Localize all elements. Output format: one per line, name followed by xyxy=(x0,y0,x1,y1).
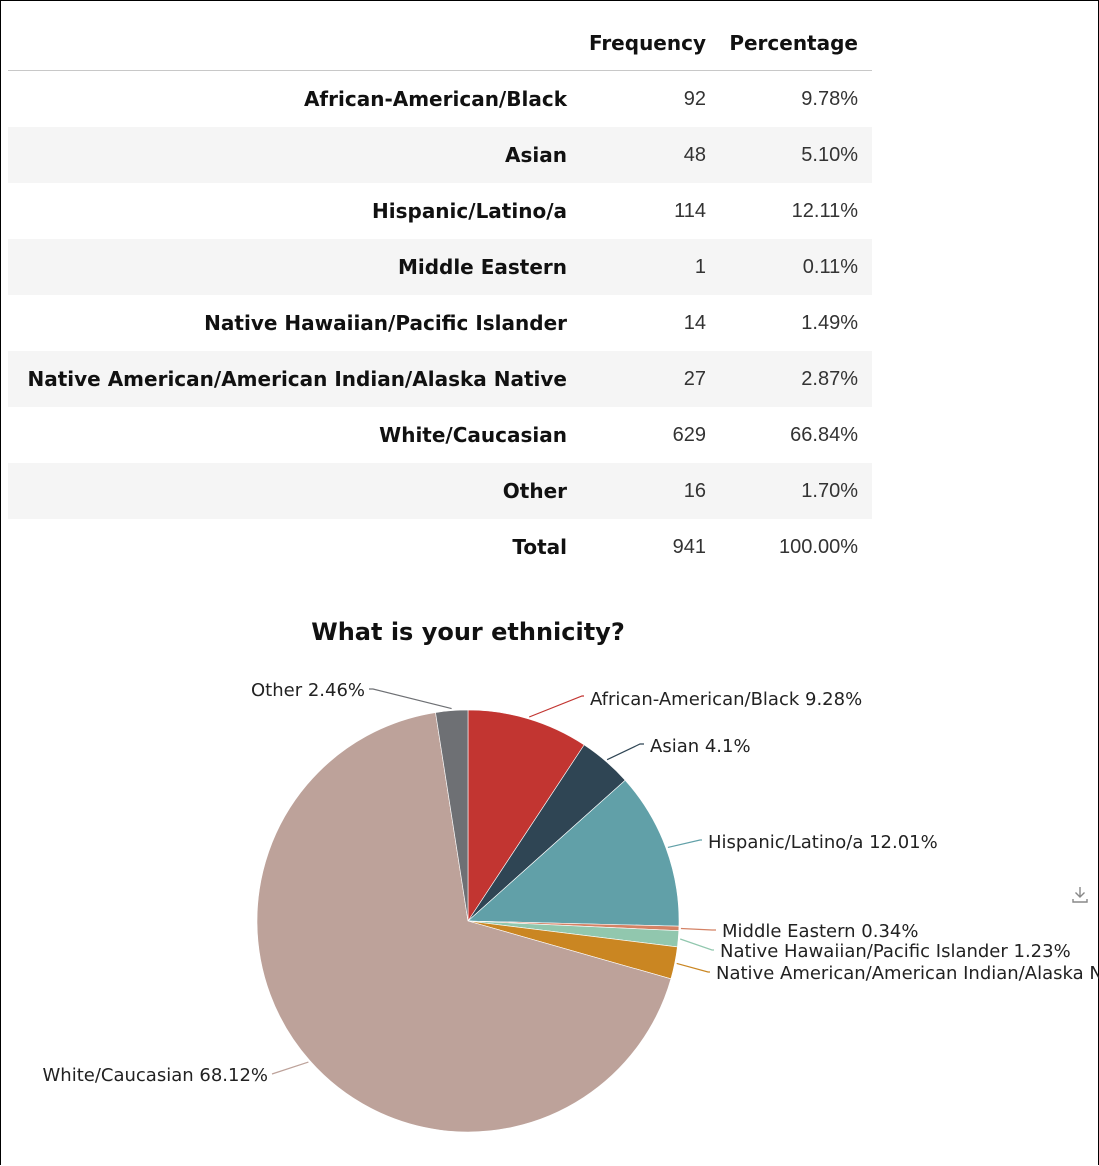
slice-label: Other 2.46% xyxy=(251,680,365,701)
table-row: Asian 48 5.10% xyxy=(8,127,872,183)
slice-label: Middle Eastern 0.34% xyxy=(722,921,919,942)
row-frequency: 629 xyxy=(672,423,706,446)
frequency-header: Frequency xyxy=(573,15,720,71)
pie-leader-lines xyxy=(271,688,716,1075)
leader-line xyxy=(606,743,644,761)
slice-label: Native American/American Indian/Alaska N… xyxy=(716,963,1099,984)
leader-line xyxy=(680,938,714,951)
pie-slice[interactable] xyxy=(435,709,469,922)
pie-slices xyxy=(256,709,680,1133)
row-frequency: 14 xyxy=(683,311,706,334)
leader-line xyxy=(369,688,452,710)
pie-slice[interactable] xyxy=(256,712,672,1133)
row-percentage: 9.78% xyxy=(801,87,858,110)
row-frequency: 114 xyxy=(674,199,706,222)
leader-line xyxy=(528,695,584,718)
table-row: Other 16 1.70% xyxy=(8,463,872,519)
table-row: African-American/Black 92 9.78% xyxy=(8,71,872,128)
table-row: Middle Eastern 1 0.11% xyxy=(8,239,872,295)
total-frequency: 941 xyxy=(672,535,706,558)
pie-slice[interactable] xyxy=(467,779,680,927)
row-percentage: 5.10% xyxy=(720,127,872,183)
table-header-row: Frequency Percentage xyxy=(8,15,872,71)
row-percentage: 2.87% xyxy=(720,351,872,407)
row-percentage: 0.11% xyxy=(720,239,872,295)
row-frequency: 16 xyxy=(573,463,720,519)
row-label: Asian xyxy=(8,127,573,183)
row-frequency: 27 xyxy=(573,351,720,407)
leader-line xyxy=(271,1061,309,1075)
slice-label: Native Hawaiian/Pacific Islander 1.23% xyxy=(720,941,1071,962)
table-row: Native American/American Indian/Alaska N… xyxy=(8,351,872,407)
pie-slice[interactable] xyxy=(467,709,585,922)
row-label: White/Caucasian xyxy=(379,423,567,447)
pie-labels: African-American/Black 9.28% Asian 4.1% Hi… xyxy=(42,680,1099,1086)
slice-label: African-American/Black 9.28% xyxy=(590,689,862,710)
row-label: Native American/American Indian/Alaska N… xyxy=(8,351,573,407)
leader-line xyxy=(680,927,716,931)
row-label: African-American/Black xyxy=(303,87,567,111)
table-total-row: Total 941 100.00% xyxy=(8,519,872,575)
row-label: Middle Eastern xyxy=(8,239,573,295)
leader-line xyxy=(667,839,702,848)
table-row: Native Hawaiian/Pacific Islander 14 1.49… xyxy=(8,295,872,351)
table-row: Hispanic/Latino/a 114 12.11% xyxy=(8,183,872,239)
chart-title: What is your ethnicity? xyxy=(311,618,625,646)
row-percentage: 66.84% xyxy=(790,423,858,446)
slice-label: White/Caucasian 68.12% xyxy=(42,1065,268,1086)
category-header xyxy=(8,15,573,71)
row-percentage: 1.70% xyxy=(720,463,872,519)
table-row: White/Caucasian 629 66.84% xyxy=(8,407,872,463)
row-frequency: 48 xyxy=(573,127,720,183)
row-label: Other xyxy=(8,463,573,519)
ethnicity-pie-chart: What is your ethnicity? African-American… xyxy=(42,618,1099,1133)
row-frequency: 92 xyxy=(683,87,706,110)
slice-label: Hispanic/Latino/a 12.01% xyxy=(708,832,938,853)
row-label: Native Hawaiian/Pacific Islander xyxy=(204,311,567,335)
total-label: Total xyxy=(512,535,567,559)
total-percentage: 100.00% xyxy=(779,535,858,558)
percentage-header: Percentage xyxy=(720,15,872,71)
row-label: Hispanic/Latino/a xyxy=(372,199,567,223)
row-percentage: 1.49% xyxy=(801,311,858,334)
row-percentage: 12.11% xyxy=(791,199,858,222)
frequency-table: Frequency Percentage African-American/Bl… xyxy=(8,15,872,575)
row-frequency: 1 xyxy=(573,239,720,295)
leader-line xyxy=(676,962,710,973)
slice-label: Asian 4.1% xyxy=(650,736,751,757)
download-icon[interactable] xyxy=(1070,884,1090,904)
